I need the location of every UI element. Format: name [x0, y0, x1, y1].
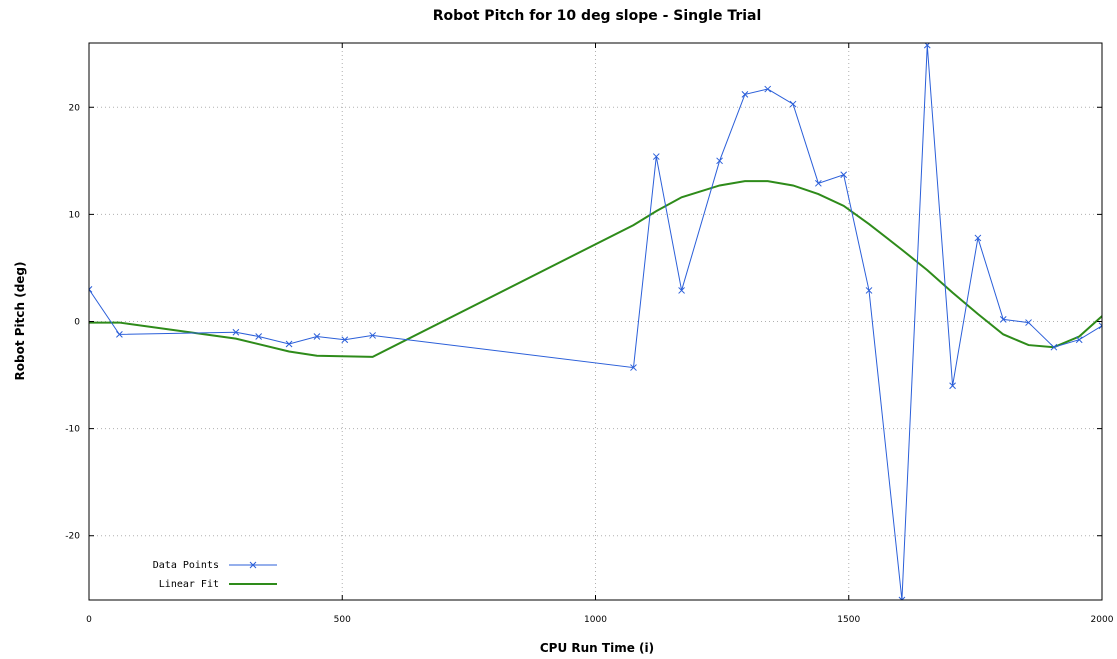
- data-point-marker: [949, 382, 956, 390]
- plot-frame: [88, 42, 1103, 601]
- y-tick-label: -20: [65, 532, 80, 542]
- data-point-marker: [341, 336, 349, 344]
- data-point-marker: [1075, 336, 1083, 344]
- data-point-marker: [716, 157, 723, 165]
- data-points-line: [89, 45, 1102, 600]
- legend-label: Data Points: [153, 560, 219, 571]
- data-point-marker: [313, 333, 321, 340]
- data-point-marker: [840, 171, 848, 179]
- data-point-marker: [1098, 322, 1102, 330]
- chart-title: Robot Pitch for 10 deg slope - Single Tr…: [433, 8, 762, 24]
- data-point-marker: [865, 287, 873, 294]
- y-tick-label: -10: [65, 425, 80, 435]
- data-point-marker: [999, 316, 1007, 323]
- data-point-marker: [652, 153, 660, 160]
- data-point-marker: [285, 340, 293, 348]
- x-tick-label: 1500: [837, 615, 860, 625]
- y-axis-label: Robot Pitch (deg): [13, 262, 27, 381]
- data-point-marker: [1025, 319, 1032, 326]
- legend: Data Points Linear Fit: [153, 560, 277, 590]
- data-point-marker: [1050, 343, 1058, 351]
- data-point-marker: [116, 331, 123, 338]
- y-tick-label: 10: [69, 210, 81, 220]
- data-point-marker: [815, 179, 822, 187]
- x-tick-label: 500: [334, 615, 351, 625]
- data-point-marker: [678, 287, 685, 294]
- data-point-marker: [232, 328, 240, 336]
- linear-fit-line: [89, 180, 1102, 358]
- grid: [89, 43, 1102, 600]
- series-layer: [89, 43, 1102, 600]
- x-axis-label: CPU Run Time (i): [540, 641, 654, 655]
- data-point-marker: [89, 286, 93, 293]
- data-point-marker: [255, 333, 263, 340]
- data-point-marker: [789, 100, 797, 108]
- x-tick-label: 2000: [1091, 615, 1114, 625]
- data-point-marker: [764, 85, 772, 93]
- data-point-marker: [974, 234, 982, 242]
- data-point-marker: [898, 596, 906, 600]
- legend-label: Linear Fit: [159, 579, 219, 590]
- data-point-marker: [741, 91, 749, 98]
- y-tick-label: 0: [74, 318, 80, 328]
- x-tick-label: 1000: [584, 615, 607, 625]
- x-tick-label: 0: [86, 615, 92, 625]
- legend-marker: [249, 561, 257, 569]
- y-tick-label: 20: [69, 103, 81, 113]
- ticks: 0 500 1000 1500 2000 -20 -10 0 10 20: [65, 43, 1114, 625]
- data-point-marker: [369, 332, 376, 339]
- data-point-marker: [630, 364, 637, 371]
